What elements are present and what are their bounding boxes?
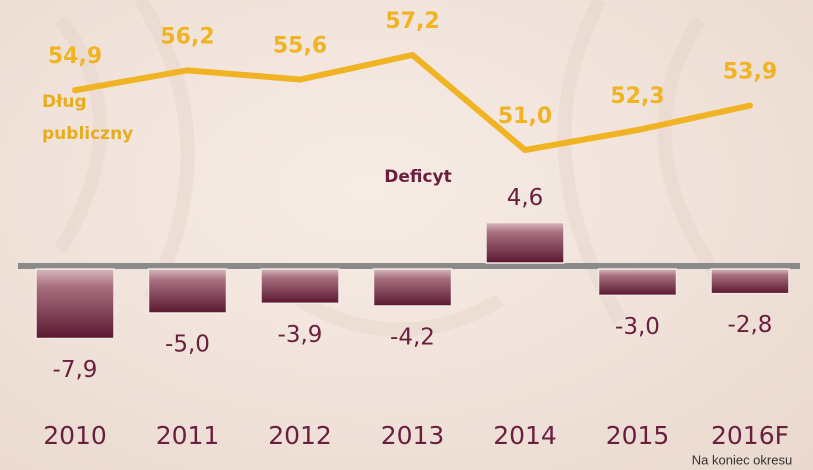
deficit-bar xyxy=(485,221,565,264)
data-label: 54,9 xyxy=(48,44,102,69)
x-tick-label: 2016F xyxy=(711,421,789,450)
x-tick-label: 2015 xyxy=(606,421,670,450)
data-label: -5,0 xyxy=(165,332,210,358)
x-tick-label: 2013 xyxy=(381,421,445,450)
data-label: 4,6 xyxy=(507,185,544,211)
data-label: 57,2 xyxy=(385,9,439,34)
background-emblem xyxy=(54,0,726,337)
data-label: -4,2 xyxy=(390,324,435,350)
x-tick-label: 2014 xyxy=(493,421,557,450)
x-tick-label: 2012 xyxy=(268,421,332,450)
data-label: -3,9 xyxy=(278,322,323,348)
data-label: 52,3 xyxy=(610,84,664,109)
note: Na koniec okresu xyxy=(692,452,792,467)
deficit-bar xyxy=(35,268,115,340)
debt-line xyxy=(72,52,753,153)
deficit-bar xyxy=(260,268,340,305)
deficit-bar xyxy=(597,268,678,297)
data-label: 55,6 xyxy=(273,34,327,59)
deficit-bar xyxy=(372,268,453,307)
deficit-bar xyxy=(147,268,228,314)
x-tick-label: 2011 xyxy=(156,421,220,450)
legend-label: Deficyt xyxy=(384,167,452,187)
data-label: -7,9 xyxy=(53,357,98,383)
data-label: -3,0 xyxy=(615,314,660,340)
data-label: 56,2 xyxy=(160,24,214,49)
x-tick-label: 2010 xyxy=(43,421,107,450)
data-label: 53,9 xyxy=(723,60,777,85)
data-label: 51,0 xyxy=(498,104,552,129)
deficit-bar xyxy=(710,268,790,295)
data-label: -2,8 xyxy=(728,312,773,338)
legend-label: Dług publiczny xyxy=(42,92,134,144)
